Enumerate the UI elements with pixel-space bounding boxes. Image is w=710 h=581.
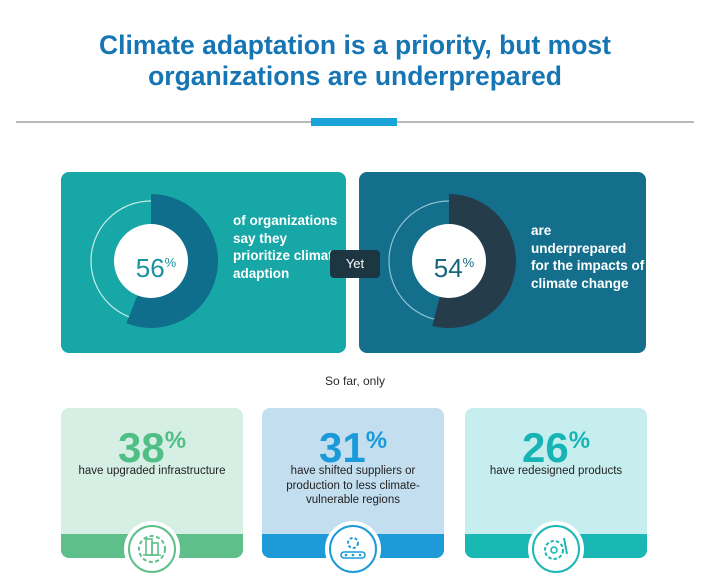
stat-card-prioritize: 56% of organizations say they prioritize… <box>61 172 346 353</box>
building-gear-icon <box>128 525 176 573</box>
stat-value: 38 <box>117 424 165 471</box>
gear-pencil-icon-badge <box>528 521 584 577</box>
subheading: So far, only <box>324 374 386 388</box>
building-gear-icon-badge <box>124 521 180 577</box>
donut-unit: % <box>462 255 475 270</box>
gear-pencil-icon <box>532 525 580 573</box>
title-line-1: Climate adaptation is a priority, but mo… <box>99 30 611 60</box>
stat-card-underprepared: 54% are underprepared for the impacts of… <box>359 172 646 353</box>
donut-value-label: 56% <box>123 246 189 283</box>
stat-description: have shifted suppliers or production to … <box>286 465 420 506</box>
donut-center <box>412 224 486 298</box>
stat-unit: % <box>568 427 591 454</box>
donut-unit: % <box>164 255 177 270</box>
stat-card-description: of organizations say they prioritize cli… <box>233 213 341 281</box>
title-line-2: organizations are underprepared <box>148 61 562 91</box>
stat-card-description: are underprepared for the impacts of cli… <box>531 223 645 291</box>
donut-value: 56 <box>135 253 165 283</box>
donut-value: 54 <box>433 253 463 283</box>
stat-value-label: 26% <box>465 418 647 471</box>
conveyor-gear-icon <box>329 525 377 573</box>
stat-value-label: 38% <box>61 418 243 471</box>
donut-chart-underprepared <box>388 194 516 328</box>
donut-center <box>114 224 188 298</box>
donut-chart-prioritize <box>90 194 218 328</box>
stat-value: 31 <box>318 424 366 471</box>
donut-value-label: 54% <box>421 246 487 283</box>
stat-unit: % <box>365 427 388 454</box>
stat-unit: % <box>164 427 187 454</box>
conveyor-gear-icon-badge <box>325 521 381 577</box>
stat-value-label: 31% <box>262 418 444 471</box>
title-divider-accent <box>311 118 397 126</box>
page-title: Climate adaptation is a priority, but mo… <box>0 30 710 92</box>
stat-description: have redesigned products <box>489 465 623 477</box>
stat-value: 26 <box>521 424 569 471</box>
stat-description: have upgraded infrastructure <box>78 465 226 477</box>
connector-badge: Yet <box>330 250 380 278</box>
